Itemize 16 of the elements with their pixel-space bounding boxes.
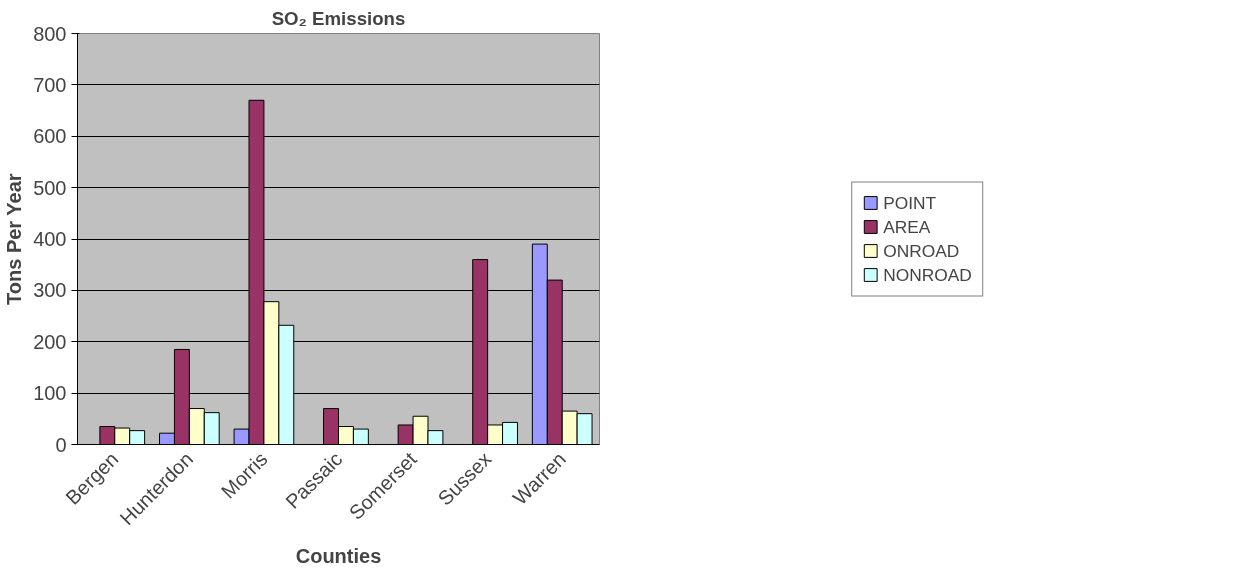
legend-label: AREA bbox=[883, 216, 931, 237]
legend-label: NONROAD bbox=[883, 264, 972, 285]
y-axis-title: Tons Per Year bbox=[3, 173, 26, 305]
x-axis-title: Counties bbox=[295, 545, 382, 568]
legend-label: POINT bbox=[883, 192, 937, 213]
y-tick-label: 100 bbox=[33, 382, 67, 405]
y-tick-label: 400 bbox=[33, 228, 67, 250]
chart-title: SO₂ Emissions bbox=[271, 7, 406, 29]
y-tick-label: 700 bbox=[33, 73, 67, 96]
legend-label: ONROAD bbox=[883, 240, 960, 261]
y-tick-label: 500 bbox=[33, 176, 67, 199]
y-tick-label: 200 bbox=[33, 330, 67, 353]
y-tick-label: 800 bbox=[33, 22, 67, 45]
y-tick-label: 0 bbox=[55, 433, 67, 456]
y-tick-label: 600 bbox=[33, 125, 67, 148]
y-tick-label: 300 bbox=[33, 279, 67, 302]
